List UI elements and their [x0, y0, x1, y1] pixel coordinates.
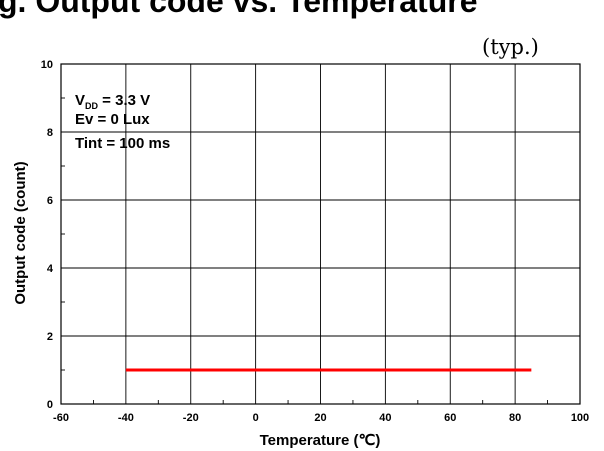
- y-tick-label: 6: [47, 195, 53, 207]
- x-tick-label: -60: [53, 412, 69, 424]
- y-tick-label: 8: [47, 127, 53, 139]
- x-tick-label: -40: [118, 412, 134, 424]
- page-title-fragment: g. Output code vs. Temperature: [0, 0, 477, 19]
- x-tick-label: -20: [183, 412, 199, 424]
- y-axis-label: Output code (count): [12, 161, 29, 304]
- x-tick-label: 0: [253, 412, 259, 424]
- y-tick-labels: 0 2 4 6 8 10: [41, 59, 54, 411]
- minor-ticks: [61, 97, 549, 404]
- x-tick-labels: -60 -40 -20 0 20 40 60 80 100: [53, 412, 589, 424]
- tint-annotation: Tint = 100 ms: [75, 135, 170, 152]
- y-tick-label: 4: [47, 263, 54, 275]
- plot-frame: [60, 63, 581, 405]
- y-tick-label: 2: [47, 331, 53, 343]
- x-tick-label: 60: [444, 412, 456, 424]
- y-tick-label: 0: [47, 399, 53, 411]
- x-tick-label: 20: [314, 412, 326, 424]
- x-tick-label: 80: [509, 412, 521, 424]
- condition-annotations: VDD = 3.3 V Ev = 0 Lux Tint = 100 ms: [75, 92, 170, 152]
- x-axis-label: Temperature (℃): [260, 432, 381, 449]
- ev-annotation: Ev = 0 Lux: [75, 111, 150, 128]
- y-tick-label: 10: [41, 59, 53, 71]
- grid: [61, 64, 580, 404]
- typ-label: (typ.): [482, 35, 539, 59]
- vdd-annotation: VDD = 3.3 V: [75, 92, 150, 111]
- x-tick-label: 40: [379, 412, 391, 424]
- x-tick-label: 100: [571, 412, 589, 424]
